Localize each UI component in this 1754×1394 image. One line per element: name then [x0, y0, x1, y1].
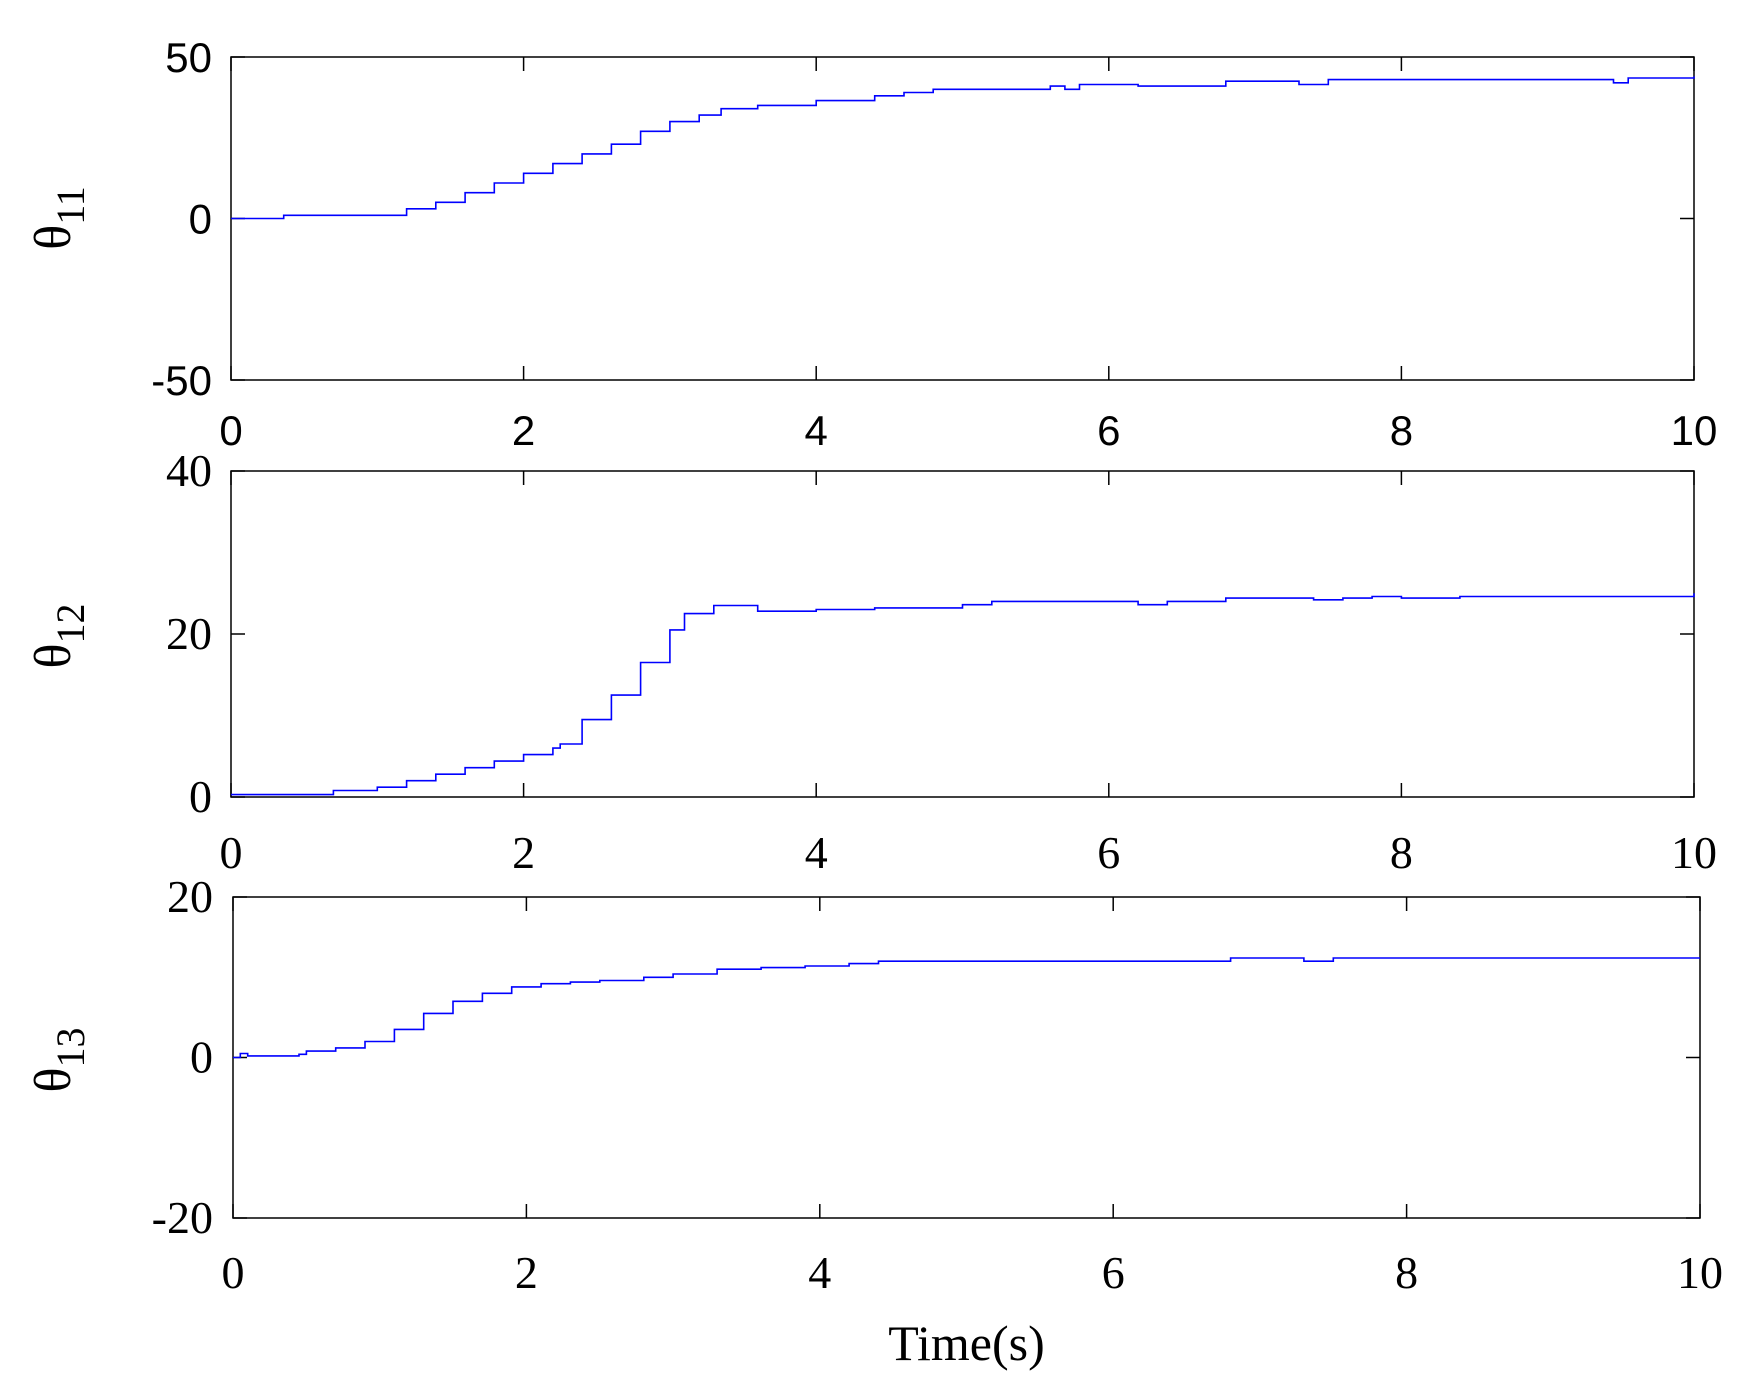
x-tick-label: 0: [220, 827, 243, 878]
y-tick-label: 0: [189, 196, 212, 243]
y-axis-label-symbol: θ: [25, 644, 82, 669]
x-tick-label: 6: [1102, 1247, 1125, 1298]
plot-frame: [230, 470, 1695, 798]
series-line-1: [231, 76, 1695, 220]
x-tick-label: 2: [515, 1247, 538, 1298]
y-tick-label: 20: [167, 871, 213, 922]
x-tick-label: 0: [219, 407, 242, 454]
x-tick-label: 8: [1390, 407, 1413, 454]
x-tick-label: 4: [805, 407, 828, 454]
y-tick-label: 20: [166, 608, 212, 659]
x-tick-label: 4: [808, 1247, 831, 1298]
series-line-1: [231, 593, 1695, 796]
x-tick-label: 8: [1390, 827, 1413, 878]
subplot-2: 0 2 4 6 8 10 40 20 0 θ12: [25, 445, 1717, 878]
x-tick-label: 10: [1671, 407, 1718, 454]
y-tick-label: 40: [166, 445, 212, 496]
y-tick-label: 0: [190, 1032, 213, 1083]
x-axis-label: Time(s): [888, 1315, 1045, 1371]
x-tick-label: 10: [1677, 1247, 1723, 1298]
plot-frame: [232, 896, 1701, 1219]
x-tick-label: 2: [512, 407, 535, 454]
y-axis-label: θ12: [25, 604, 93, 669]
y-axis-label-subscript: 11: [48, 186, 93, 225]
x-tick-label: 6: [1097, 827, 1120, 878]
y-axis-label: θ11: [25, 186, 93, 249]
x-tick-label: 0: [222, 1247, 245, 1298]
y-tick-label: -50: [151, 357, 212, 404]
y-axis-label-symbol: θ: [25, 225, 82, 250]
x-tick-label: 6: [1097, 407, 1120, 454]
y-axis-label-symbol: θ: [25, 1068, 82, 1093]
y-axis-label-subscript: 13: [48, 1028, 93, 1068]
x-tick-label: 10: [1671, 827, 1717, 878]
y-tick-label: 0: [189, 771, 212, 822]
x-tick-label: 4: [805, 827, 828, 878]
series-line-1: [233, 957, 1700, 1059]
y-axis-label-subscript: 12: [48, 604, 93, 644]
x-tick-label: 2: [512, 827, 535, 878]
y-tick-label: -20: [152, 1192, 213, 1243]
plot-frame: [230, 56, 1695, 381]
x-tick-label: 8: [1395, 1247, 1418, 1298]
y-axis-label: θ13: [25, 1028, 93, 1093]
y-tick-label: 50: [165, 34, 212, 81]
